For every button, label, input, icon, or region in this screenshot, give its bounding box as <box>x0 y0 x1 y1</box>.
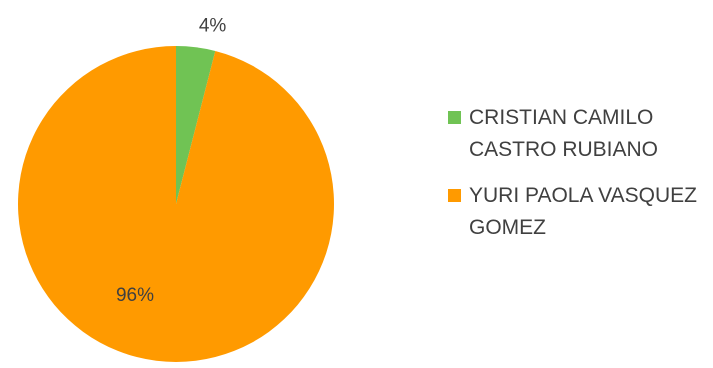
legend-swatch-cristian <box>448 111 461 124</box>
legend-swatch-yuri <box>448 189 461 202</box>
pie-data-labels: 4% 96% <box>116 15 226 306</box>
legend-label-cristian: CRISTIAN CAMILO CASTRO RUBIANO <box>469 106 659 161</box>
legend: CRISTIAN CAMILO CASTRO RUBIANO YURI PAOL… <box>448 102 710 258</box>
pie-slice-yuri <box>17 46 334 363</box>
legend-item-cristian: CRISTIAN CAMILO CASTRO RUBIANO <box>448 102 710 166</box>
pie-slice-cristian <box>176 46 216 204</box>
data-label-cristian: 4% <box>199 15 227 36</box>
pie-slices <box>17 46 334 363</box>
data-label-yuri: 96% <box>116 285 154 306</box>
legend-item-yuri: YURI PAOLA VASQUEZ GOMEZ <box>448 180 710 244</box>
legend-label-yuri: YURI PAOLA VASQUEZ GOMEZ <box>469 184 697 239</box>
